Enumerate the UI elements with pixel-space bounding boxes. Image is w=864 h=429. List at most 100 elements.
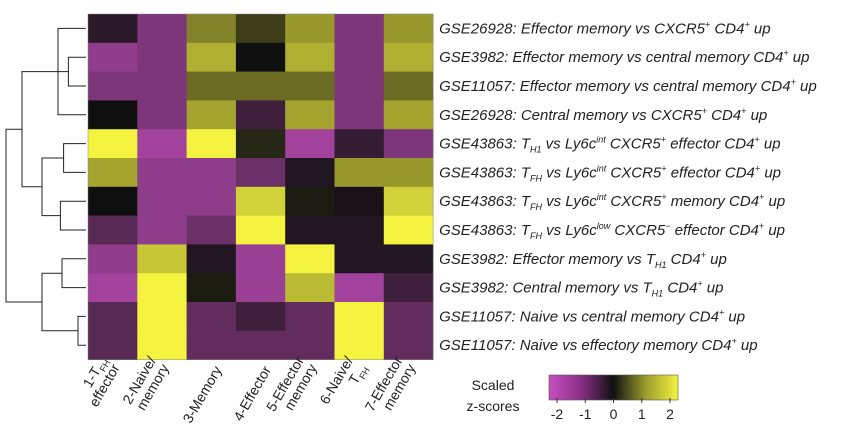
legend-tick-label-1: -2 [551,406,564,422]
row-label-11: GSE11057: Naive vs central memory CD4+ u… [439,307,745,325]
heatmap-cell-r12-c1 [88,330,138,360]
heatmap-cell-r10-c2 [137,273,187,303]
heatmap-cell-r6-c6 [334,158,385,188]
column-label-2: 2-Naive/memory [119,354,172,413]
heatmap-cell-r3-c2 [137,71,187,101]
dendrogram-branch-4 [67,56,86,87]
legend-tick-label-3: 0 [610,406,618,422]
svg-text:3-Memory: 3-Memory [179,363,224,426]
column-label-3: 3-Memory [179,363,224,426]
heatmap-cell-r8-c5 [285,215,335,245]
heatmap-cell-r11-c4 [235,302,286,332]
svg-text:4-Effector: 4-Effector [230,363,274,424]
heatmap-cell-r5-c1 [88,129,138,159]
heatmap-cell-r2-c2 [137,42,187,72]
heatmap-cell-r4-c7 [383,100,434,130]
heatmap-border [87,13,434,360]
heatmap-cell-r8-c4 [235,215,286,245]
color-legend: Scaled z-scores -2 -1 0 1 2 [467,374,679,422]
heatmap-cell-r8-c6 [334,215,385,245]
heatmap-cell-r11-c2 [137,302,187,332]
heatmap-cell-r10-c1 [88,273,138,303]
heatmap-cell-r2-c6 [334,42,385,72]
row-label-5: GSE43863: TH1 vs Ly6cint CXCR5+ effector… [439,135,780,155]
dendrogram-branch-11 [5,128,42,303]
heatmap-cell-r3-c7 [383,71,434,101]
heatmap-cell-r5-c6 [334,129,385,159]
heatmap-cell-r7-c3 [186,186,237,216]
legend-tick-label-4: 1 [638,406,646,422]
heatmap-cell-r9-c6 [334,244,385,274]
row-dendrogram [5,27,86,346]
heatmap-cell-r7-c1 [88,186,138,216]
row-label-1: GSE26928: Effector memory vs CXCR5+ CD4+… [439,19,771,37]
heatmap-cell-r12-c5 [285,330,335,360]
heatmap-cell-r9-c7 [383,244,434,274]
heatmap-cell-r5-c2 [137,129,187,159]
heatmap-cell-r9-c3 [186,244,237,274]
heatmap-cell-r2-c1 [88,42,138,72]
dendrogram-branch-2 [59,200,86,231]
heatmap-cell-r5-c5 [285,129,335,159]
row-label-9: GSE3982: Effector memory vs TH1 CD4+ up [439,250,727,270]
heatmap-cell-r6-c3 [186,158,237,188]
row-label-3: GSE11057: Effector memory vs central mem… [439,77,817,95]
heatmap-cell-r2-c3 [186,42,237,72]
heatmap-cell-r1-c1 [88,14,138,44]
heatmap-cell-r3-c1 [88,71,138,101]
heatmap-cell-r2-c5 [285,42,335,72]
dendrogram-branch-7 [21,71,50,188]
heatmap-cell-r9-c2 [137,244,187,274]
heatmap-cell-r11-c6 [334,302,385,332]
heatmap-cell-r8-c1 [88,215,138,245]
heatmap-cell-r9-c5 [285,244,335,274]
heatmap-cell-r1-c4 [235,14,286,44]
row-label-4: GSE26928: Central memory vs CXCR5+ CD4+ … [439,106,767,124]
column-label-4: 4-Effector [230,363,274,424]
heatmap-cell-r10-c5 [285,273,335,303]
heatmap-cells [87,13,434,360]
heatmap-cell-r7-c7 [383,186,434,216]
legend-tick-label-2: -1 [579,406,592,422]
row-labels: GSE26928: Effector memory vs CXCR5+ CD4+… [439,19,817,354]
heatmap-cell-r11-c7 [383,302,434,332]
heatmap-cell-r4-c1 [88,100,138,130]
row-label-12: GSE11057: Naive vs effectory memory CD4+… [439,336,757,354]
heatmap-cell-r9-c1 [88,244,138,274]
heatmap-cell-r4-c3 [186,100,237,130]
heatmap-cell-r10-c7 [383,273,434,303]
dendrogram-branch-10 [41,272,78,332]
heatmap-cell-r6-c4 [235,158,286,188]
heatmap-cell-r3-c3 [186,71,237,101]
dendrogram-branch-9 [77,315,86,346]
heatmap-cell-r10-c6 [334,273,385,303]
heatmap-cell-r9-c4 [235,244,286,274]
heatmap-cell-r4-c6 [334,100,385,130]
dendrogram-branch-8 [61,258,86,289]
heatmap-cell-r4-c4 [235,100,286,130]
row-label-8: GSE43863: TFH vs Ly6clow CXCR5− effector… [439,221,785,241]
heatmap-cell-r2-c7 [383,42,434,72]
heatmap-cell-r1-c2 [137,14,187,44]
heatmap-cell-r7-c2 [137,186,187,216]
row-label-2: GSE3982: Effector memory vs central memo… [439,48,809,66]
heatmap-cell-r10-c3 [186,273,237,303]
heatmap-cell-r6-c5 [285,158,335,188]
row-label-7: GSE43863: TFH vs Ly6cint CXCR5+ memory C… [439,192,785,212]
heatmap-cell-r5-c3 [186,129,237,159]
heatmap-cell-r5-c7 [383,129,434,159]
dendrogram-branch-1 [63,143,86,173]
heatmap-cell-r1-c5 [285,14,335,44]
heatmap-cell-r2-c4 [235,42,286,72]
legend-title-line-1: Scaled [472,377,515,393]
heatmap-cell-r4-c2 [137,100,187,130]
heatmap-cell-r1-c7 [383,14,434,44]
heatmap-cell-r6-c2 [137,158,187,188]
heatmap-cell-r6-c1 [88,158,138,188]
heatmap-cell-r11-c5 [285,302,335,332]
legend-color-bar [548,374,679,401]
heatmap-cell-r12-c7 [383,330,434,360]
